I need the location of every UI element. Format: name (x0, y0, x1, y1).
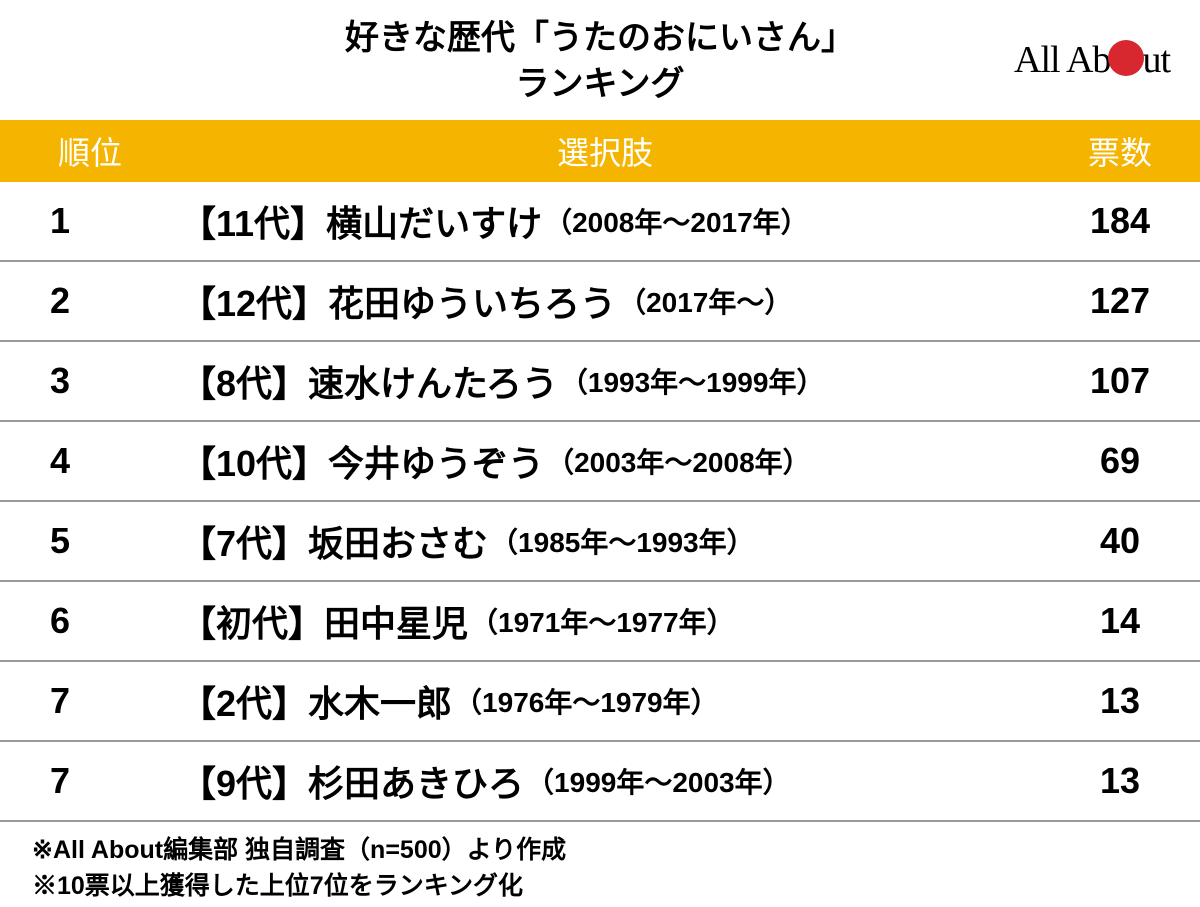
table-row: 2【12代】花田ゆういちろう（2017年～）127 (0, 262, 1200, 342)
footnote-line: ※All About編集部 独自調査（n=500）より作成 (32, 832, 1168, 868)
cell-votes: 14 (1040, 600, 1200, 642)
generation-label: 【8代】 (180, 355, 308, 407)
table-row: 6【初代】田中星児（1971年～1977年）14 (0, 582, 1200, 662)
person-name: 水木一郎 (308, 675, 452, 727)
cell-rank: 4 (0, 440, 170, 482)
cell-votes: 127 (1040, 280, 1200, 322)
table-row: 5【7代】坂田おさむ（1985年～1993年）40 (0, 502, 1200, 582)
table-row: 3【8代】速水けんたろう（1993年～1999年）107 (0, 342, 1200, 422)
period-label: （1985年～1993年） (490, 521, 755, 561)
table-body: 1【11代】横山だいすけ（2008年～2017年）1842【12代】花田ゆういち… (0, 182, 1200, 822)
person-name: 杉田あきひろ (308, 755, 524, 807)
column-header-votes: 票数 (1040, 120, 1200, 182)
generation-label: 【7代】 (180, 515, 308, 567)
table-header-row: 順位 選択肢 票数 (0, 120, 1200, 182)
cell-rank: 1 (0, 200, 170, 242)
table-row: 7【2代】水木一郎（1976年～1979年）13 (0, 662, 1200, 742)
allabout-logo: All Ab ut (1014, 38, 1170, 82)
period-label: （2017年～） (618, 281, 792, 321)
generation-label: 【9代】 (180, 755, 308, 807)
table-row: 7【9代】杉田あきひろ（1999年～2003年）13 (0, 742, 1200, 822)
column-header-name: 選択肢 (170, 120, 1040, 182)
period-label: （2008年～2017年） (544, 201, 809, 241)
cell-name: 【7代】坂田おさむ（1985年～1993年） (170, 515, 1040, 567)
ranking-table-container: 好きな歴代「うたのおにいさん」 ランキング All Ab ut 順位 選択肢 票… (0, 0, 1200, 907)
cell-name: 【8代】速水けんたろう（1993年～1999年） (170, 355, 1040, 407)
person-name: 横山だいすけ (326, 195, 542, 247)
column-header-rank: 順位 (0, 120, 170, 182)
cell-rank: 5 (0, 520, 170, 562)
cell-rank: 3 (0, 360, 170, 402)
cell-votes: 40 (1040, 520, 1200, 562)
cell-votes: 13 (1040, 680, 1200, 722)
period-label: （1971年～1977年） (470, 601, 735, 641)
person-name: 花田ゆういちろう (328, 275, 616, 327)
logo-text-right: ut (1142, 38, 1170, 82)
table-row: 4【10代】今井ゆうぞう（2003年～2008年）69 (0, 422, 1200, 502)
page-title: 好きな歴代「うたのおにいさん」 ランキング (345, 16, 855, 108)
title-line-1: 好きな歴代「うたのおにいさん」 (345, 16, 855, 62)
cell-rank: 2 (0, 280, 170, 322)
logo-dot-icon (1108, 40, 1144, 76)
table-row: 1【11代】横山だいすけ（2008年～2017年）184 (0, 182, 1200, 262)
person-name: 坂田おさむ (308, 515, 488, 567)
ranking-table: 順位 選択肢 票数 1【11代】横山だいすけ（2008年～2017年）1842【… (0, 120, 1200, 822)
person-name: 田中星児 (324, 595, 468, 647)
generation-label: 【初代】 (180, 595, 324, 647)
title-line-2: ランキング (345, 62, 855, 108)
cell-votes: 13 (1040, 760, 1200, 802)
cell-name: 【初代】田中星児（1971年～1977年） (170, 595, 1040, 647)
cell-name: 【2代】水木一郎（1976年～1979年） (170, 675, 1040, 727)
period-label: （1999年～2003年） (526, 761, 791, 801)
generation-label: 【2代】 (180, 675, 308, 727)
cell-name: 【9代】杉田あきひろ（1999年～2003年） (170, 755, 1040, 807)
generation-label: 【12代】 (180, 275, 328, 327)
cell-name: 【11代】横山だいすけ（2008年～2017年） (170, 195, 1040, 247)
cell-rank: 7 (0, 760, 170, 802)
generation-label: 【10代】 (180, 435, 328, 487)
cell-rank: 6 (0, 600, 170, 642)
generation-label: 【11代】 (180, 195, 326, 247)
footnotes: ※All About編集部 独自調査（n=500）より作成 ※10票以上獲得した… (0, 822, 1200, 905)
cell-votes: 69 (1040, 440, 1200, 482)
cell-votes: 184 (1040, 200, 1200, 242)
header: 好きな歴代「うたのおにいさん」 ランキング All Ab ut (0, 0, 1200, 120)
cell-votes: 107 (1040, 360, 1200, 402)
cell-name: 【10代】今井ゆうぞう（2003年～2008年） (170, 435, 1040, 487)
logo-text-left: All Ab (1014, 38, 1110, 82)
person-name: 今井ゆうぞう (328, 435, 544, 487)
cell-rank: 7 (0, 680, 170, 722)
period-label: （1976年～1979年） (454, 681, 719, 721)
period-label: （1993年～1999年） (560, 361, 825, 401)
footnote-line: ※10票以上獲得した上位7位をランキング化 (32, 868, 1168, 904)
cell-name: 【12代】花田ゆういちろう（2017年～） (170, 275, 1040, 327)
period-label: （2003年～2008年） (546, 441, 811, 481)
person-name: 速水けんたろう (308, 355, 558, 407)
